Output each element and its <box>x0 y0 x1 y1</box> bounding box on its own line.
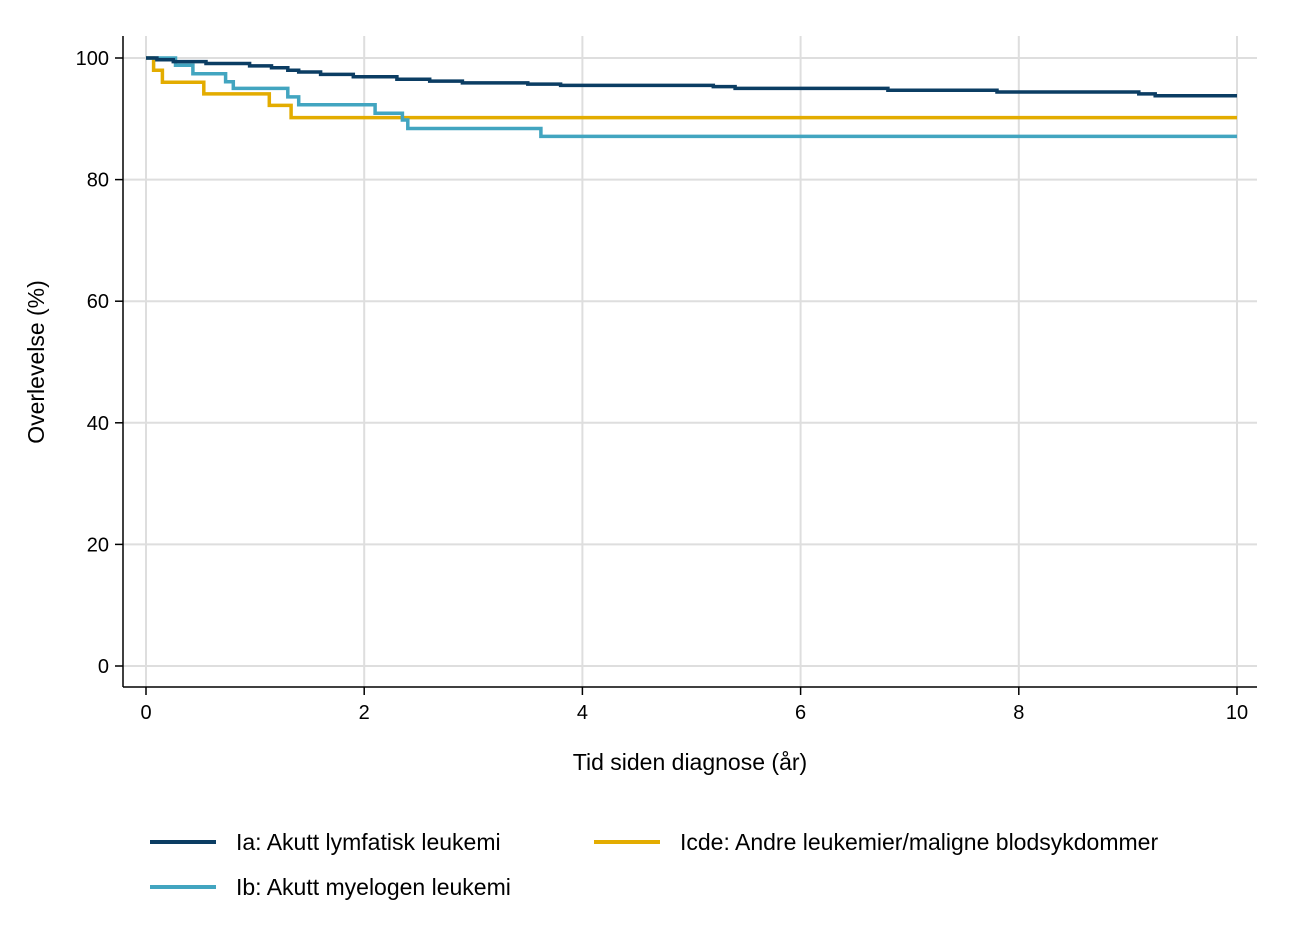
series-lines <box>146 56 1237 139</box>
x-tick-label: 10 <box>1226 702 1248 724</box>
legend-label: Icde: Andre leukemier/maligne blodsykdom… <box>680 829 1158 855</box>
y-tick-label: 40 <box>87 413 109 435</box>
x-tick-label: 4 <box>577 702 588 724</box>
series-line-2 <box>146 56 1237 139</box>
x-tick-label: 2 <box>359 702 370 724</box>
y-tick-label: 80 <box>87 170 109 192</box>
x-axis-title: Tid siden diagnose (år) <box>573 749 807 775</box>
x-tick-label: 0 <box>140 702 151 724</box>
axes: 0 20 40 60 80 100 0 2 4 6 8 10 <box>76 36 1257 724</box>
y-tick-label: 100 <box>76 48 109 70</box>
y-axis-title: Overlevelse (%) <box>23 280 49 444</box>
series-line-1 <box>146 56 1237 98</box>
legend-label: Ib: Akutt myelogen leukemi <box>236 874 511 900</box>
y-tick-label: 0 <box>98 656 109 678</box>
grid-lines <box>123 36 1257 687</box>
x-tick-label: 8 <box>1013 702 1024 724</box>
y-tick-label: 60 <box>87 291 109 313</box>
series-line-3 <box>146 56 1237 120</box>
x-tick-label: 6 <box>795 702 806 724</box>
legend-label: Ia: Akutt lymfatisk leukemi <box>236 829 501 855</box>
legend: Ia: Akutt lymfatisk leukemi Icde: Andre l… <box>150 829 1158 900</box>
y-tick-label: 20 <box>87 534 109 556</box>
